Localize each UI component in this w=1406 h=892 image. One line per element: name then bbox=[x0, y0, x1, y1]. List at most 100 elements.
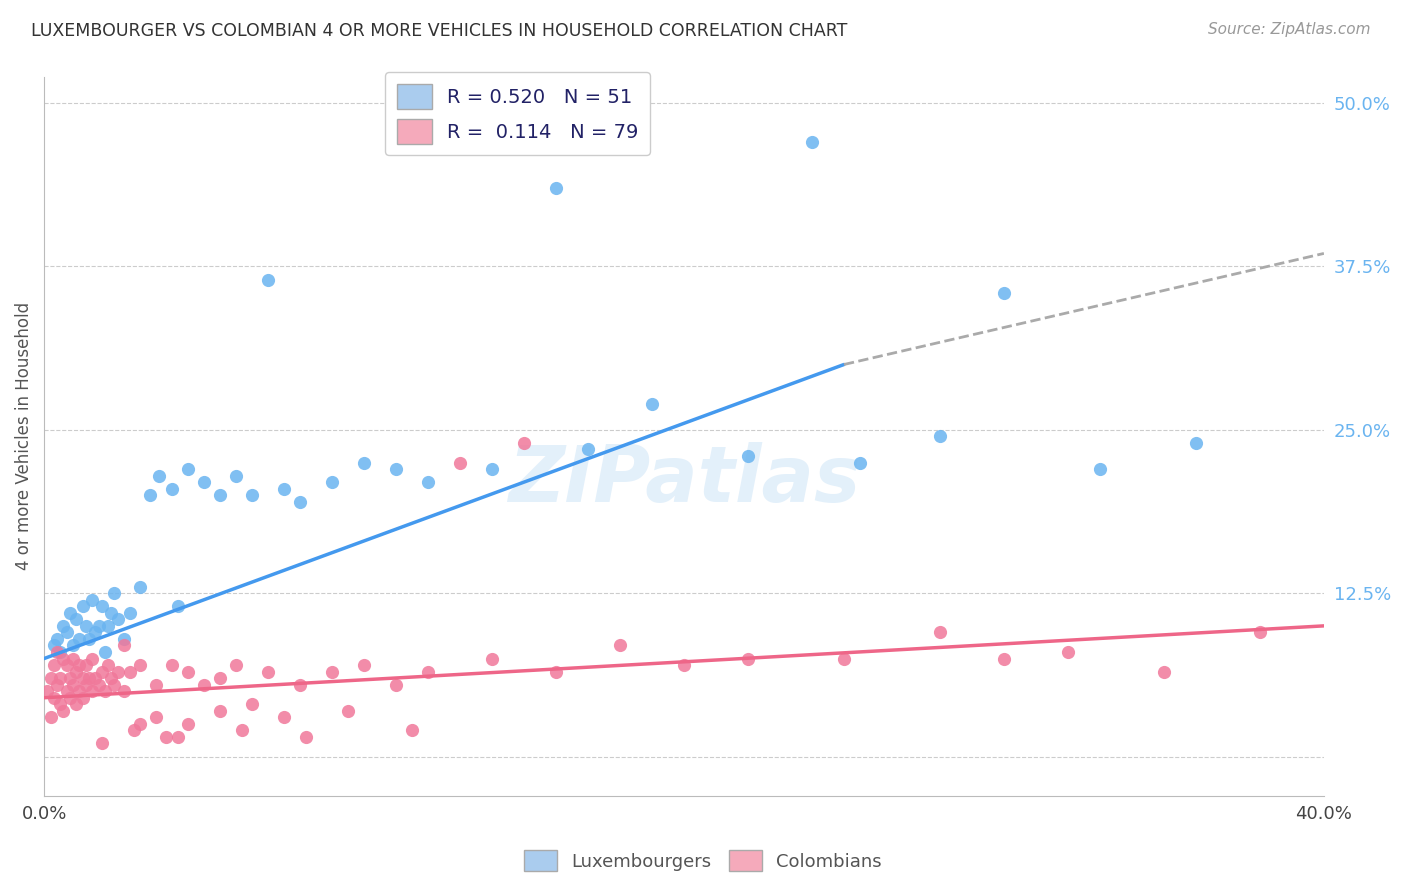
Point bbox=[288, 678, 311, 692]
Point bbox=[39, 671, 62, 685]
Point bbox=[209, 488, 232, 502]
Text: LUXEMBOURGER VS COLOMBIAN 4 OR MORE VEHICLES IN HOUSEHOLD CORRELATION CHART: LUXEMBOURGER VS COLOMBIAN 4 OR MORE VEHI… bbox=[31, 22, 848, 40]
Point bbox=[240, 698, 263, 712]
Point bbox=[1088, 462, 1111, 476]
Point bbox=[321, 665, 343, 679]
Point bbox=[94, 684, 117, 698]
Point bbox=[544, 181, 567, 195]
Point bbox=[193, 678, 215, 692]
Point bbox=[167, 730, 190, 744]
Point bbox=[87, 619, 110, 633]
Point bbox=[145, 678, 167, 692]
Point bbox=[449, 456, 471, 470]
Y-axis label: 4 or more Vehicles in Household: 4 or more Vehicles in Household bbox=[15, 302, 32, 571]
Point bbox=[129, 717, 152, 731]
Point bbox=[42, 690, 65, 705]
Point bbox=[87, 678, 110, 692]
Point bbox=[257, 665, 280, 679]
Point bbox=[231, 723, 253, 738]
Point bbox=[103, 586, 125, 600]
Point bbox=[72, 599, 94, 614]
Point bbox=[112, 639, 135, 653]
Point bbox=[112, 632, 135, 646]
Point bbox=[849, 456, 872, 470]
Point bbox=[120, 606, 142, 620]
Point bbox=[641, 397, 664, 411]
Point bbox=[103, 678, 125, 692]
Point bbox=[49, 671, 72, 685]
Point bbox=[90, 737, 112, 751]
Point bbox=[39, 710, 62, 724]
Point bbox=[225, 468, 247, 483]
Point bbox=[353, 658, 375, 673]
Point bbox=[62, 639, 84, 653]
Point bbox=[82, 592, 104, 607]
Point bbox=[129, 580, 152, 594]
Point bbox=[65, 665, 87, 679]
Point bbox=[295, 730, 318, 744]
Point bbox=[167, 599, 190, 614]
Point bbox=[49, 698, 72, 712]
Point bbox=[209, 671, 232, 685]
Point bbox=[77, 671, 100, 685]
Point bbox=[107, 665, 129, 679]
Point bbox=[55, 658, 77, 673]
Point bbox=[120, 665, 142, 679]
Point bbox=[84, 625, 107, 640]
Point bbox=[129, 658, 152, 673]
Point bbox=[609, 639, 631, 653]
Point bbox=[52, 704, 75, 718]
Point bbox=[84, 671, 107, 685]
Point bbox=[100, 671, 122, 685]
Legend: R = 0.520   N = 51, R =  0.114   N = 79: R = 0.520 N = 51, R = 0.114 N = 79 bbox=[385, 72, 650, 155]
Point bbox=[177, 462, 200, 476]
Point bbox=[544, 665, 567, 679]
Point bbox=[75, 619, 97, 633]
Point bbox=[65, 698, 87, 712]
Point bbox=[90, 665, 112, 679]
Point bbox=[138, 488, 160, 502]
Point bbox=[77, 632, 100, 646]
Point bbox=[737, 651, 759, 665]
Point bbox=[993, 651, 1015, 665]
Point bbox=[59, 671, 82, 685]
Point bbox=[193, 475, 215, 489]
Point bbox=[513, 436, 536, 450]
Point bbox=[75, 678, 97, 692]
Point bbox=[62, 678, 84, 692]
Point bbox=[82, 651, 104, 665]
Point bbox=[321, 475, 343, 489]
Point bbox=[45, 645, 67, 659]
Point bbox=[97, 619, 120, 633]
Point bbox=[416, 665, 439, 679]
Point bbox=[55, 625, 77, 640]
Point bbox=[160, 482, 183, 496]
Point bbox=[737, 449, 759, 463]
Point bbox=[145, 710, 167, 724]
Point bbox=[1153, 665, 1175, 679]
Point bbox=[67, 632, 90, 646]
Point bbox=[576, 442, 599, 457]
Point bbox=[42, 639, 65, 653]
Point bbox=[52, 651, 75, 665]
Point bbox=[45, 632, 67, 646]
Point bbox=[353, 456, 375, 470]
Point bbox=[337, 704, 360, 718]
Point bbox=[75, 658, 97, 673]
Point bbox=[160, 658, 183, 673]
Point bbox=[62, 651, 84, 665]
Point bbox=[37, 684, 59, 698]
Point bbox=[177, 717, 200, 731]
Point bbox=[801, 136, 824, 150]
Point bbox=[67, 684, 90, 698]
Point bbox=[385, 462, 408, 476]
Point bbox=[257, 272, 280, 286]
Point bbox=[929, 429, 952, 443]
Point bbox=[1057, 645, 1080, 659]
Point bbox=[72, 690, 94, 705]
Point bbox=[59, 690, 82, 705]
Point bbox=[416, 475, 439, 489]
Point bbox=[67, 658, 90, 673]
Legend: Luxembourgers, Colombians: Luxembourgers, Colombians bbox=[517, 843, 889, 879]
Point bbox=[122, 723, 145, 738]
